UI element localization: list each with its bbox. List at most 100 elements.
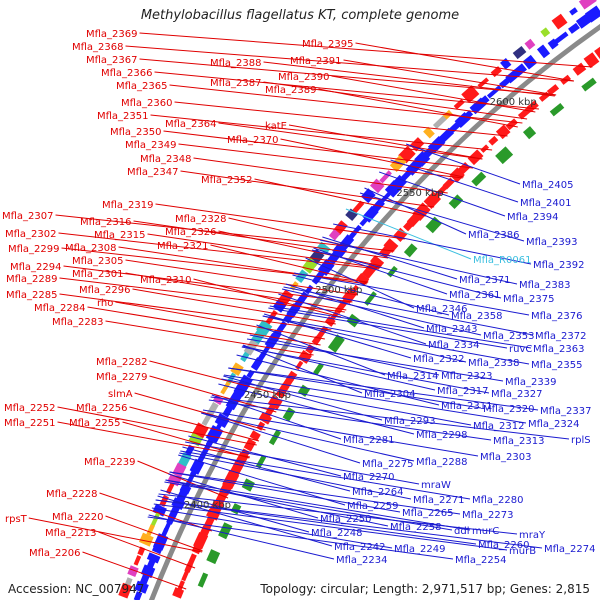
right-label-leader (228, 367, 482, 409)
forward-strand-gene (583, 52, 600, 69)
left-gene-label: Mfla_2255 (69, 418, 121, 429)
left-gene-label: Mfla_2365 (116, 81, 168, 92)
right-gene-label: mraY (519, 530, 546, 541)
right-label-leader (345, 208, 472, 260)
gc-marker (218, 522, 233, 540)
gc-marker (522, 126, 537, 140)
right-gene-label: Mfla_2334 (428, 340, 480, 351)
right-label-leader (379, 171, 506, 217)
left-gene-label: Mfla_2390 (278, 72, 330, 83)
feature-block (172, 462, 187, 478)
left-label-leader (318, 88, 518, 128)
left-label-leader (180, 170, 435, 208)
right-gene-label: Mfla_2337 (540, 406, 592, 417)
forward-strand-gene (505, 118, 518, 131)
left-label-leader (331, 75, 536, 113)
left-gene-label: Mfla_2321 (157, 241, 209, 252)
right-label-leader (185, 441, 420, 485)
left-label-leader (132, 288, 336, 325)
gc-marker (346, 313, 361, 328)
left-label-leader (163, 130, 474, 169)
forward-strand-gene (467, 149, 484, 166)
feature-block (461, 85, 480, 104)
left-gene-label: Mfla_2279 (96, 372, 148, 383)
left-gene-label: Mfla_2251 (4, 418, 56, 429)
feature-block (432, 115, 447, 129)
left-gene-label: Mfla_2308 (65, 243, 117, 254)
feature-block (551, 13, 568, 30)
right-gene-label: Mfla_2372 (535, 331, 587, 342)
forward-strand-gene (403, 219, 415, 232)
right-label-leader (305, 257, 415, 309)
right-label-leader (208, 399, 492, 441)
right-gene-label: Mfla_2327 (491, 389, 543, 400)
left-label-leader (154, 71, 539, 110)
left-label-leader (125, 272, 347, 311)
right-gene-label: Mfla_2280 (472, 495, 524, 506)
left-label-leader (59, 293, 332, 331)
genome-backbone (148, 23, 600, 600)
right-gene-label: Mfla_2281 (343, 435, 395, 446)
feature-block (578, 0, 597, 10)
left-label-leader (105, 515, 203, 552)
right-gene-label: Mfla_2376 (531, 311, 583, 322)
kbp-tick-label: 2450 kbp (244, 390, 291, 401)
forward-strand-gene (480, 144, 490, 153)
feature-block (165, 482, 175, 495)
feature-block (317, 241, 331, 255)
left-gene-label: Mfla_2395 (302, 39, 354, 50)
right-gene-label: Mfla_2338 (468, 358, 520, 369)
right-label-leader (157, 495, 333, 547)
forward-strand-gene (361, 262, 378, 280)
right-label-leader (269, 305, 532, 349)
forward-strand-gene (258, 412, 273, 425)
right-label-leader (210, 396, 570, 440)
forward-strand-gene (488, 135, 499, 146)
right-label-leader (228, 367, 539, 411)
left-label-leader (254, 178, 426, 217)
feature-block (500, 58, 512, 70)
feature-block (409, 137, 425, 152)
right-gene-label: Mfla_2312 (473, 421, 525, 432)
forward-strand-gene (383, 238, 399, 254)
left-gene-label: Mfla_2316 (80, 217, 132, 228)
right-gene-label: Mfla_2358 (451, 311, 503, 322)
feature-block (220, 381, 231, 395)
left-label-leader (174, 101, 508, 137)
accession-label: Accession: NC_007947 (8, 582, 145, 596)
right-gene-label: Mfla_2264 (352, 487, 404, 498)
left-gene-label: Mfla_2349 (125, 140, 177, 151)
feature-block (226, 372, 237, 385)
forward-strand-gene (324, 316, 336, 327)
gc-marker (495, 146, 514, 165)
feature-block (540, 27, 551, 38)
left-gene-label: Mfla_2352 (201, 175, 253, 186)
right-label-leader (311, 249, 502, 299)
left-gene-label: Mfla_2307 (2, 211, 54, 222)
left-gene-label: Mfla_2310 (140, 275, 192, 286)
feature-block (569, 7, 578, 16)
kbp-tick-label: 2550 kbp (396, 188, 443, 199)
left-label-leader (263, 61, 555, 97)
right-label-leader (158, 493, 518, 535)
reverse-strand-gene (469, 97, 487, 115)
left-gene-label: Mfla_2256 (76, 403, 128, 414)
reverse-strand-gene (568, 22, 580, 34)
left-label-leader (129, 406, 260, 442)
feature-block (201, 413, 212, 427)
left-label-leader (139, 58, 557, 96)
right-gene-label: Mfla_2298 (416, 430, 468, 441)
feature-block (423, 126, 435, 139)
left-gene-label: rho (97, 298, 113, 309)
right-gene-label: Mfla_2394 (507, 212, 559, 223)
left-gene-label: Mfla_2315 (94, 230, 146, 241)
right-label-leader (155, 499, 477, 545)
left-gene-label: Mfla_2388 (210, 58, 262, 69)
right-label-leader (165, 479, 389, 527)
right-gene-label: Mfla_2248 (311, 528, 363, 539)
forward-strand-gene (517, 105, 534, 120)
forward-strand-gene (423, 191, 442, 210)
right-gene-label: Mfla_2405 (522, 180, 574, 191)
right-gene-label: Mfla_2288 (416, 457, 468, 468)
right-label-leader (241, 346, 490, 394)
